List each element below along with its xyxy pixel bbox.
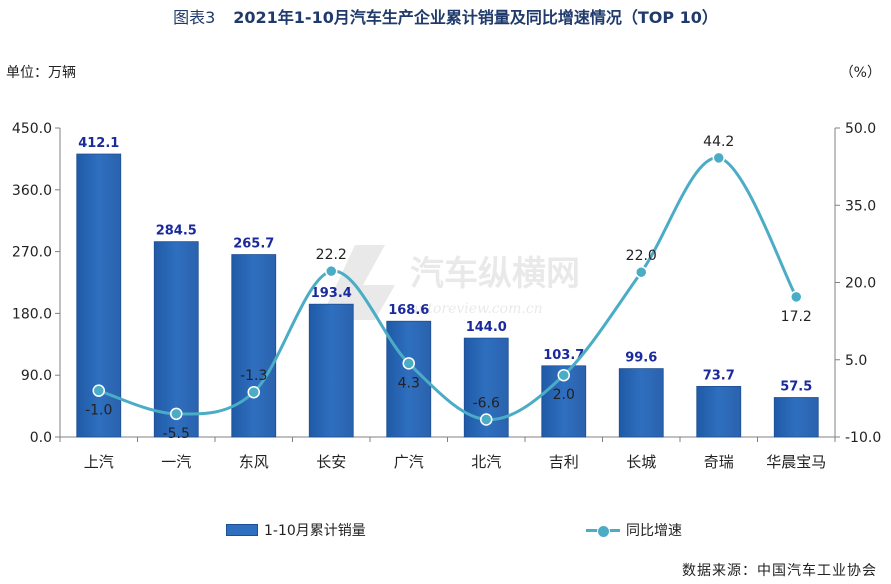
bar — [308, 303, 354, 438]
bar-value-label: 99.6 — [625, 351, 657, 366]
growth-point — [635, 265, 648, 279]
bar-value-label: 265.7 — [233, 237, 274, 252]
left-axis-unit: 单位：万辆 — [6, 65, 76, 81]
legend-item-sales: 1-10月累计销量 — [226, 520, 366, 540]
category-label: 长安 — [316, 453, 346, 471]
watermark-url: autoreview.com.cn — [410, 301, 543, 317]
left-tick-label: 270.0 — [12, 245, 52, 261]
category-label: 奇瑞 — [704, 453, 734, 471]
growth-point — [247, 385, 260, 399]
left-tick-label: 90.0 — [21, 368, 52, 384]
growth-point — [325, 264, 338, 278]
bar-value-label: 57.5 — [780, 380, 812, 395]
legend-label-sales: 1-10月累计销量 — [264, 523, 366, 539]
category-label: 华晨宝马 — [766, 453, 826, 471]
chart-title: 图表3 2021年1-10月汽车生产企业累计销量及同比增速情况（TOP 10） — [0, 4, 891, 28]
bar-value-label: 412.1 — [78, 136, 119, 151]
bar-value-label: 284.5 — [156, 224, 197, 239]
growth-point — [170, 407, 183, 421]
growth-point — [557, 368, 570, 382]
bar — [773, 397, 819, 438]
right-tick-label: -10.0 — [845, 430, 881, 446]
growth-point — [480, 413, 493, 426]
line-series — [92, 151, 803, 426]
growth-value-label: 4.3 — [398, 375, 420, 391]
category-label: 广汽 — [394, 453, 424, 471]
bar-value-label: 144.0 — [466, 320, 507, 335]
left-tick-label: 360.0 — [12, 183, 52, 199]
bar — [696, 385, 742, 438]
data-source: 数据来源：中国汽车工业协会 — [682, 563, 877, 579]
right-tick-label: 35.0 — [845, 198, 876, 214]
category-label: 吉利 — [549, 453, 579, 471]
bar — [618, 368, 664, 438]
growth-value-label: 22.2 — [316, 247, 347, 263]
legend-line-swatch — [586, 524, 620, 538]
bar-value-label: 193.4 — [311, 286, 352, 301]
growth-point — [92, 384, 105, 397]
watermark-mark-icon — [320, 245, 395, 320]
right-tick-label: 5.0 — [845, 353, 867, 369]
legend-label-growth: 同比增速 — [626, 523, 682, 539]
line-value-labels: -1.0 -5.5 -1.3 22.2 4.3 -6.6 2.0 22.0 44.2 17.2 — [85, 134, 812, 442]
right-axis-unit: （%） — [839, 65, 881, 81]
category-label: 北汽 — [471, 453, 501, 471]
watermark-brand: 汽车纵横网 — [410, 254, 580, 294]
growth-point — [402, 357, 415, 370]
growth-line-path — [98, 156, 798, 421]
category-labels: 上汽 一汽 东风 长安 广汽 北汽 吉利 长城 奇瑞 华晨宝马 — [84, 453, 827, 471]
title-text: 2021年1-10月汽车生产企业累计销量及同比增速情况（TOP 10） — [233, 8, 718, 27]
category-label: 东风 — [239, 453, 269, 471]
growth-value-label: -6.6 — [473, 395, 500, 411]
growth-value-label: -5.5 — [163, 426, 190, 442]
category-label: 上汽 — [84, 453, 114, 471]
growth-value-label: -1.0 — [85, 403, 112, 419]
growth-value-label: 44.2 — [703, 134, 734, 150]
category-label: 一汽 — [161, 453, 191, 471]
left-tick-label: 450.0 — [12, 121, 52, 137]
right-tick-label: 20.0 — [845, 276, 876, 292]
category-label: 长城 — [626, 453, 656, 471]
bar-value-labels: 412.1 284.5 265.7 193.4 168.6 144.0 103.7 99.6 7… — [78, 136, 812, 394]
chart-axes: 0.0 90.0 180.0 270.0 360.0 450.0 -10.0 5.0 20.0 3… — [12, 121, 881, 446]
growth-point — [712, 151, 725, 165]
legend-item-growth: 同比增速 — [586, 520, 682, 540]
bar — [463, 337, 509, 438]
bar — [153, 241, 199, 438]
bar-value-label: 73.7 — [703, 368, 735, 383]
growth-value-label: -1.3 — [240, 368, 267, 384]
growth-value-label: 17.2 — [781, 309, 812, 325]
right-tick-label: 50.0 — [845, 121, 876, 137]
watermark-logo: 汽车纵横网 autoreview.com.cn — [320, 245, 580, 320]
figure-label: 图表3 — [173, 8, 216, 27]
growth-value-label: 22.0 — [626, 248, 657, 264]
growth-point — [790, 290, 803, 304]
legend-bar-swatch — [226, 524, 258, 536]
left-tick-label: 180.0 — [12, 306, 52, 322]
bar-value-label: 168.6 — [388, 303, 429, 318]
bar-value-label: 103.7 — [543, 348, 584, 363]
growth-value-label: 2.0 — [553, 387, 575, 403]
bar-series — [76, 153, 819, 438]
left-tick-label: 0.0 — [30, 430, 52, 446]
bar — [231, 254, 277, 438]
